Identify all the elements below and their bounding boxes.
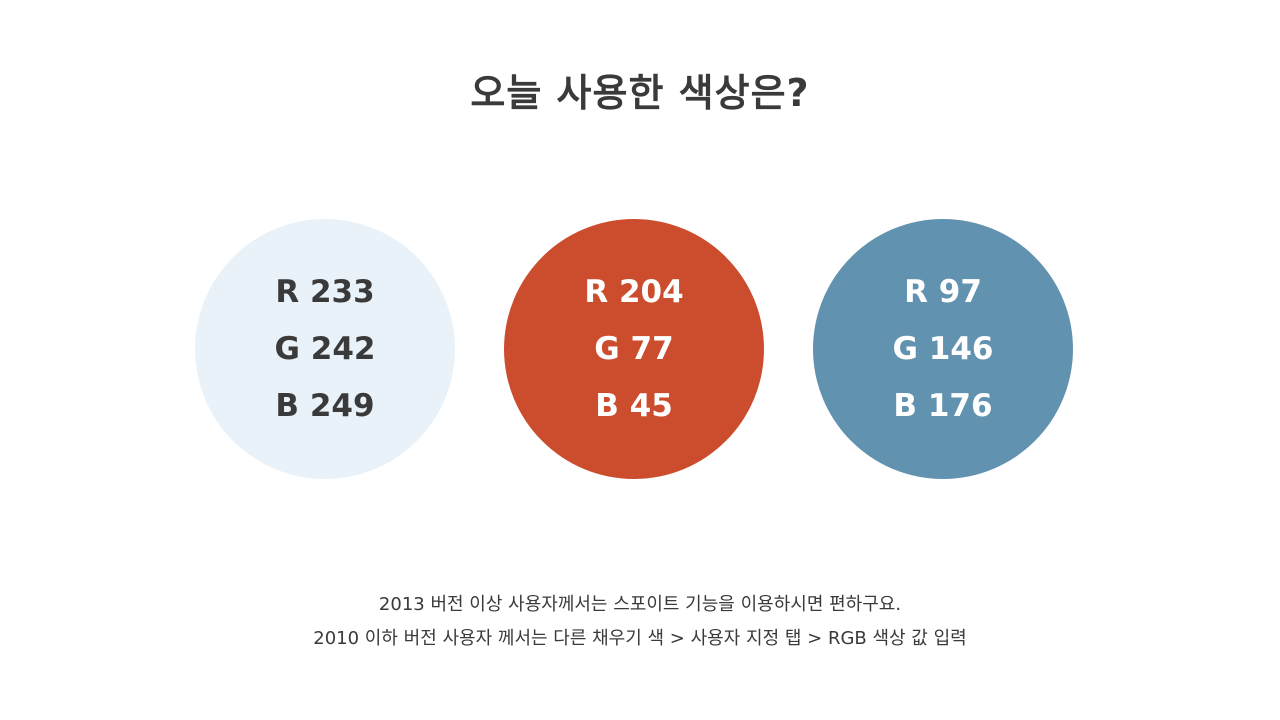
rgb-blue-value: B 249	[275, 387, 375, 424]
rgb-blue-value: B 176	[893, 387, 993, 424]
rgb-blue-value: B 45	[595, 387, 673, 424]
rgb-green-value: G 242	[274, 330, 376, 367]
color-swatch-light-blue: R 233 G 242 B 249	[195, 219, 455, 479]
color-swatch-orange-red: R 204 G 77 B 45	[504, 219, 764, 479]
rgb-green-value: G 146	[892, 330, 994, 367]
tip-text-eyedropper: 2013 버전 이상 사용자께서는 스포이트 기능을 이용하시면 편하구요.	[378, 594, 902, 615]
rgb-green-value: G 77	[594, 330, 674, 367]
color-swatch-steel-blue: R 97 G 146 B 176	[813, 219, 1073, 479]
rgb-red-value: R 233	[275, 273, 375, 310]
tip-text-custom-color: 2010 이하 버전 사용자 께서는 다른 채우기 색 > 사용자 지정 탭 >…	[313, 628, 967, 649]
rgb-red-value: R 97	[904, 273, 982, 310]
color-swatches: R 233 G 242 B 249 R 204 G 77 B 45 R 97 G…	[0, 219, 1280, 479]
page-title: 오늘 사용한 색상은?	[470, 71, 810, 115]
rgb-red-value: R 204	[584, 273, 684, 310]
